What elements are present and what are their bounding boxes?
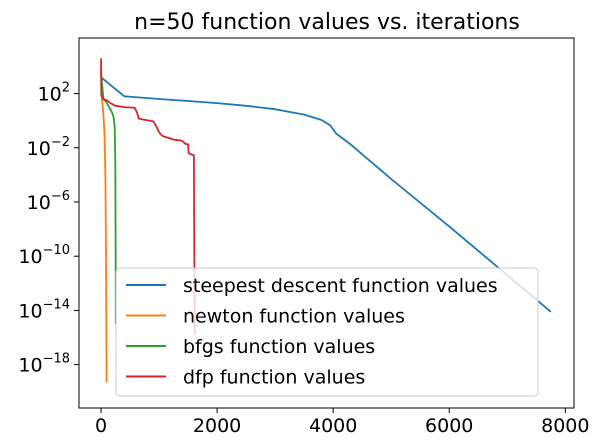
legend-box (115, 267, 539, 397)
y-tick-label: 10−2 (27, 135, 70, 160)
x-tick-label: 8000 (541, 415, 589, 437)
legend-label-2: newton function values (183, 306, 405, 328)
y-tick-label: 10−14 (18, 297, 70, 322)
chart-title: n=50 function values vs. iterations (134, 10, 520, 35)
y-tick-base: 10 (18, 355, 42, 377)
x-tick-label: 0 (95, 415, 107, 437)
y-tick-base: 10 (38, 84, 62, 106)
y-tick-label: 10−6 (27, 189, 70, 214)
x-axis: 0 2000 4000 6000 8000 (95, 408, 589, 437)
y-tick-base: 10 (18, 300, 42, 322)
legend-label-1: steepest descent function values (183, 275, 498, 297)
x-tick-label: 2000 (193, 415, 241, 437)
y-tick-exponent: −2 (51, 135, 70, 150)
y-tick-exponent: −18 (43, 352, 70, 367)
y-tick-base: 10 (18, 246, 42, 268)
plot-area (100, 58, 552, 383)
x-tick-label: 6000 (425, 415, 473, 437)
y-tick-exponent: −14 (43, 297, 70, 312)
legend-label-4: dfp function values (183, 367, 365, 389)
y-tick-exponent: −10 (43, 243, 70, 258)
series-line-1 (100, 76, 552, 313)
series-line-4 (100, 58, 196, 335)
legend: steepest descent function values newton f… (115, 267, 539, 397)
y-tick-label: 102 (38, 81, 70, 106)
y-tick-base: 10 (27, 138, 51, 160)
y-tick-exponent: 2 (62, 81, 70, 96)
legend-label-3: bfgs function values (183, 336, 375, 358)
y-tick-exponent: −6 (51, 189, 70, 204)
y-tick-label: 10−18 (18, 352, 70, 377)
y-tick-base: 10 (27, 192, 51, 214)
axes-frame (78, 37, 575, 409)
y-tick-label: 10−10 (18, 243, 70, 268)
series-line-2 (100, 66, 108, 383)
x-tick-label: 4000 (309, 415, 357, 437)
series-line-3 (100, 73, 117, 325)
